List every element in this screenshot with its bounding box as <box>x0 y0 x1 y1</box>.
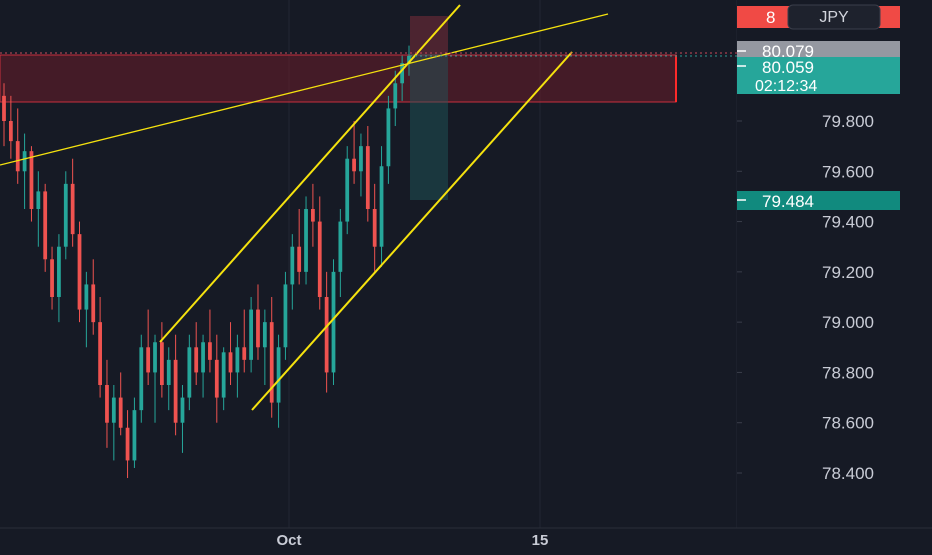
candle-bearish <box>242 347 247 360</box>
candle-bearish <box>208 342 212 360</box>
candle-bullish <box>235 347 240 373</box>
y-tick-label: 79.000 <box>822 313 874 332</box>
candle-bullish <box>393 83 398 109</box>
candle-bullish <box>262 322 267 348</box>
candle-bearish <box>297 246 302 272</box>
candle-bearish <box>2 95 6 121</box>
candle-bullish <box>57 246 61 298</box>
candle-bullish <box>290 246 295 285</box>
y-tick-label: 79.400 <box>822 213 874 232</box>
symbol-badge[interactable] <box>787 4 881 30</box>
symbol-badge-text: JPY <box>819 9 849 26</box>
position-risk-zone[interactable] <box>410 16 448 54</box>
target-price-text: 79.484 <box>762 192 814 211</box>
candle-bearish <box>372 209 377 247</box>
candle-bearish <box>50 259 54 298</box>
candle-bullish <box>304 209 308 272</box>
candle-bearish <box>118 397 123 428</box>
alert-price-text: 8 <box>766 8 775 27</box>
candle-bullish <box>400 63 405 84</box>
countdown-text: 02:12:34 <box>755 78 817 95</box>
x-tick-label: Oct <box>276 532 301 549</box>
candle-bullish <box>187 347 192 398</box>
trendlines[interactable] <box>0 4 609 411</box>
y-tick-label: 79.800 <box>822 112 874 131</box>
candle-bullish <box>132 410 137 461</box>
candle-bearish <box>105 385 109 423</box>
candle-bullish <box>201 342 205 373</box>
candle-bullish <box>63 183 68 247</box>
candle-bullish <box>22 151 27 172</box>
candles <box>2 45 411 479</box>
supply-zone[interactable] <box>0 54 677 103</box>
candle-bearish <box>8 121 13 142</box>
candle-bullish <box>111 397 116 423</box>
last-price-text: 80.079 <box>762 42 814 61</box>
current-price-tag[interactable] <box>737 57 900 76</box>
countdown-tag <box>737 76 900 94</box>
candle-bullish <box>407 55 411 64</box>
candle-bearish <box>256 309 260 348</box>
y-tick-label: 78.400 <box>822 464 874 483</box>
candle-bearish <box>173 359 178 423</box>
time-axis[interactable]: Oct 15 <box>0 527 932 550</box>
candle-bearish <box>70 183 75 235</box>
channel-upper-line <box>159 4 461 343</box>
candle-bullish <box>180 397 185 423</box>
candle-bullish <box>345 158 350 222</box>
candle-bullish <box>249 309 254 360</box>
y-tick-label: 79.600 <box>822 162 874 181</box>
current-price-text: 80.059 <box>762 58 814 77</box>
target-price-tag[interactable] <box>737 191 900 210</box>
candle-bearish <box>317 221 322 298</box>
candle-bearish <box>324 297 329 373</box>
candle-bearish <box>269 322 274 403</box>
long-trendline <box>0 13 609 166</box>
candle-bullish <box>84 284 89 310</box>
candle-bullish <box>221 352 226 398</box>
candle-bearish <box>29 151 34 210</box>
candle-bullish <box>386 108 391 167</box>
candle-bullish <box>338 221 343 272</box>
y-tick-label: 78.800 <box>822 363 874 382</box>
candle-bearish <box>43 191 48 260</box>
candle-bullish <box>166 359 171 386</box>
candle-bearish <box>159 342 164 386</box>
candle-bullish <box>276 347 281 403</box>
last-price-tag[interactable] <box>737 41 900 61</box>
candle-bearish <box>214 359 219 398</box>
candle-bullish <box>379 166 384 247</box>
candle-bullish <box>36 191 41 210</box>
x-tick-label: 15 <box>532 532 549 549</box>
candle-bearish <box>352 158 356 172</box>
candle-bullish <box>139 347 144 411</box>
candle-bearish <box>311 209 315 222</box>
candle-bullish <box>331 271 336 373</box>
candle-bearish <box>194 347 199 373</box>
candle-bearish <box>146 347 151 373</box>
candle-bullish <box>359 146 363 172</box>
y-tick-label: 78.600 <box>822 414 874 433</box>
candle-bearish <box>77 234 82 310</box>
candle-bullish <box>153 342 157 373</box>
y-tick-label: 79.200 <box>822 263 874 282</box>
candle-bullish <box>283 284 288 348</box>
candle-bearish <box>98 322 102 386</box>
candle-bearish <box>365 146 370 210</box>
position-reward-zone[interactable] <box>410 54 448 200</box>
candle-bearish <box>91 284 96 323</box>
candle-bearish <box>228 352 233 373</box>
price-scale[interactable]: 79.800 79.600 79.400 79.200 79.000 78.800 78.6… <box>737 0 932 528</box>
candle-bearish <box>125 427 130 461</box>
channel-lower-line <box>251 51 573 411</box>
candle-bearish <box>15 141 20 172</box>
